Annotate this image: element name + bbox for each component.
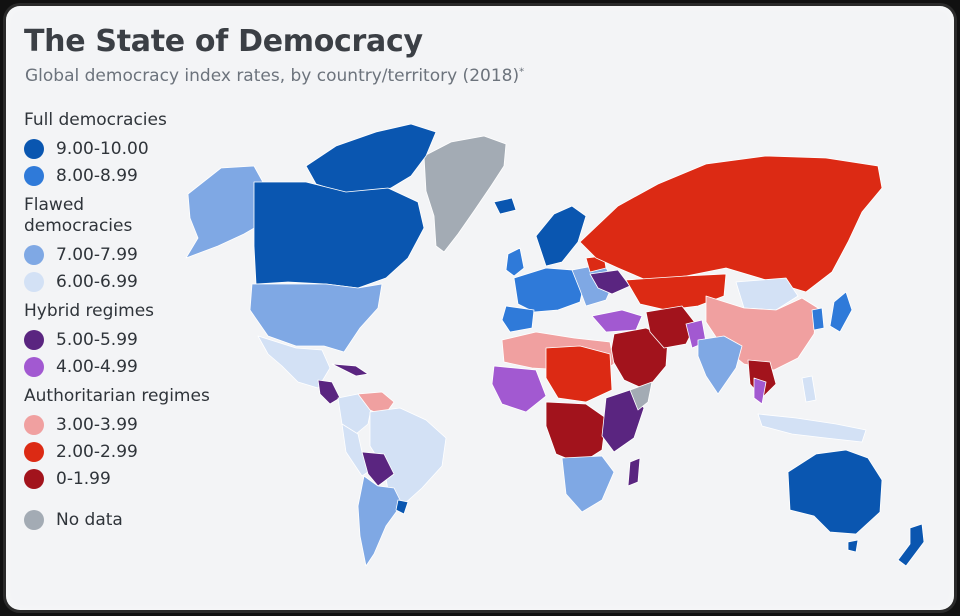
region-alaska <box>185 165 265 259</box>
region-central-america <box>317 379 341 405</box>
region-argentina <box>357 475 403 567</box>
legend-group-title: Full democracies <box>24 110 167 130</box>
legend-group-title: Flawed democracies <box>24 195 133 236</box>
legend-swatch <box>24 441 44 462</box>
legend-item: 7.00-7.99 <box>24 241 264 268</box>
legend-item-label: 2.00-2.99 <box>56 441 138 462</box>
legend-item: 0-1.99 <box>24 465 264 492</box>
region-philippines <box>801 375 817 403</box>
legend-group: Flawed democracies 7.00-7.99 6.00-6.99 <box>24 195 264 295</box>
region-india <box>697 335 743 395</box>
region-tasmania <box>847 539 859 553</box>
region-thailand <box>753 377 767 405</box>
legend-item-label: 3.00-3.99 <box>56 414 138 435</box>
legend-item-label: 4.00-4.99 <box>56 356 138 377</box>
region-iceland <box>493 197 517 215</box>
legend-item: 9.00-10.00 <box>24 135 264 162</box>
subtitle-text: Global democracy index rates, by country… <box>25 66 520 86</box>
legend-swatch <box>24 468 44 489</box>
region-mongolia <box>735 277 799 311</box>
legend-group-title: Hybrid regimes <box>24 301 155 321</box>
region-iran <box>645 305 697 349</box>
region-korea <box>811 307 825 331</box>
region-ukraine <box>589 269 631 295</box>
map-legend: Full democracies 9.00-10.00 8.00-8.99 Flawe… <box>24 110 264 533</box>
legend-item: 3.00-3.99 <box>24 411 264 438</box>
legend-item-label: 6.00-6.99 <box>56 271 138 292</box>
legend-swatch <box>24 509 44 530</box>
legend-item-label: 7.00-7.99 <box>56 244 138 265</box>
legend-item: 8.00-8.99 <box>24 162 264 189</box>
region-australia <box>787 449 883 535</box>
region-west-africa <box>491 365 547 413</box>
legend-group-title: Authoritarian regimes <box>24 386 210 406</box>
page-subtitle: Global democracy index rates, by country… <box>25 66 524 86</box>
legend-swatch <box>24 329 44 350</box>
region-scandinavia <box>535 205 587 267</box>
region-new-zealand <box>897 523 925 567</box>
region-mexico <box>257 335 331 389</box>
region-west-europe <box>513 267 585 313</box>
region-bolivia <box>361 451 395 487</box>
region-uk <box>505 247 525 277</box>
legend-group: Authoritarian regimes 3.00-3.99 2.00-2.99 0… <box>24 386 264 492</box>
page-title: The State of Democracy <box>24 24 423 59</box>
legend-nodata: No data <box>24 506 264 533</box>
legend-item: No data <box>24 506 264 533</box>
legend-group: Hybrid regimes 5.00-5.99 4.00-4.99 <box>24 301 264 380</box>
legend-item: 6.00-6.99 <box>24 268 264 295</box>
legend-item-label: 8.00-8.99 <box>56 165 138 186</box>
region-madagascar <box>627 457 641 487</box>
legend-swatch <box>24 138 44 159</box>
region-uruguay <box>395 499 409 515</box>
region-indonesia <box>757 413 867 443</box>
legend-swatch <box>24 244 44 265</box>
region-horn <box>629 381 653 411</box>
region-caribbean <box>331 363 369 377</box>
legend-swatch <box>24 414 44 435</box>
region-turkey <box>591 309 643 333</box>
region-central-africa <box>545 401 607 465</box>
region-southern-africa <box>561 455 615 513</box>
legend-item-label: No data <box>56 509 123 530</box>
legend-group: Full democracies 9.00-10.00 8.00-8.99 <box>24 110 264 189</box>
region-iberia <box>501 305 535 333</box>
world-map <box>185 123 925 567</box>
region-greenland <box>423 135 507 253</box>
region-arctic-islands <box>305 123 437 195</box>
legend-swatch <box>24 356 44 377</box>
region-russia <box>579 155 883 293</box>
region-usa <box>249 283 383 353</box>
legend-swatch <box>24 165 44 186</box>
region-japan <box>829 291 853 333</box>
legend-item-label: 9.00-10.00 <box>56 138 149 159</box>
legend-item: 5.00-5.99 <box>24 326 264 353</box>
subtitle-footnote-mark: * <box>519 66 525 78</box>
legend-item: 4.00-4.99 <box>24 353 264 380</box>
legend-item: 2.00-2.99 <box>24 438 264 465</box>
region-canada <box>253 181 425 289</box>
infographic-frame: The State of Democracy Global democracy … <box>6 6 954 610</box>
legend-item-label: 0-1.99 <box>56 468 111 489</box>
legend-item-label: 5.00-5.99 <box>56 329 138 350</box>
legend-swatch <box>24 271 44 292</box>
region-sahel <box>545 345 613 403</box>
